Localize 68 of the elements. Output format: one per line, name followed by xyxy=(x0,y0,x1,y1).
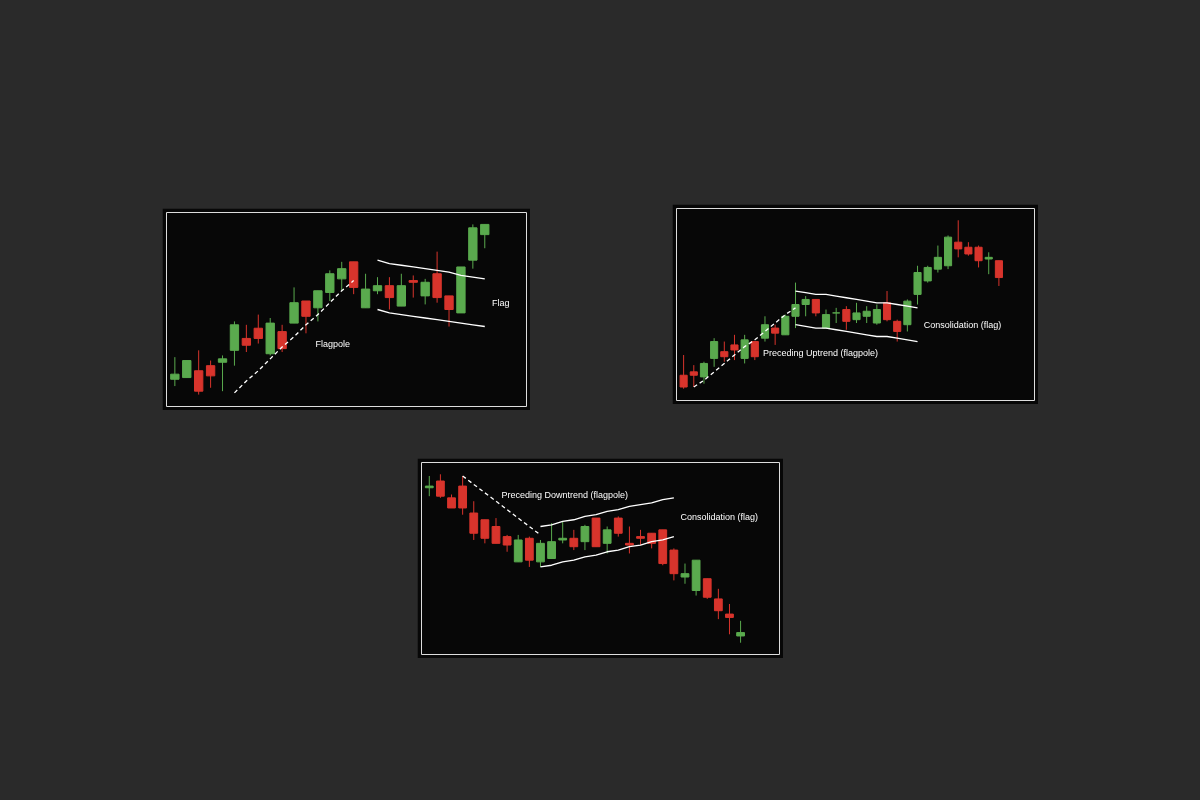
candlestick xyxy=(536,539,545,568)
candlestick xyxy=(360,273,371,309)
candlestick xyxy=(750,341,759,361)
candlestick xyxy=(491,517,501,544)
candlestick xyxy=(241,324,252,353)
candlestick xyxy=(513,534,523,563)
candlestick xyxy=(469,500,479,541)
candlestick xyxy=(337,261,347,292)
candlestick xyxy=(420,278,430,305)
candlestick xyxy=(710,337,719,368)
candlestick xyxy=(994,260,1003,287)
candlestick xyxy=(205,360,216,389)
candlestick xyxy=(325,269,335,302)
candlestick xyxy=(602,526,612,554)
candlestick xyxy=(720,341,729,363)
candlestick xyxy=(217,354,228,392)
candlestick xyxy=(872,304,881,326)
candlestick xyxy=(760,315,770,343)
annotation: Consolidation (flag) xyxy=(680,512,759,523)
candlestick xyxy=(424,475,434,497)
candlestick xyxy=(289,286,299,324)
candlestick xyxy=(679,354,688,390)
annotation: Preceding Uptrend (flagpole) xyxy=(762,348,879,359)
candlestick xyxy=(384,276,395,310)
candlestick xyxy=(396,273,407,307)
candlestick xyxy=(170,356,180,387)
candlestick xyxy=(702,578,712,600)
candlestick xyxy=(524,536,534,568)
candlestick xyxy=(913,265,922,305)
candlestick xyxy=(740,334,749,364)
candlestick xyxy=(680,563,690,585)
candlestick xyxy=(725,603,734,635)
candlestick xyxy=(432,251,442,304)
candlestick xyxy=(669,547,679,581)
candlestick xyxy=(569,529,579,551)
candlestick xyxy=(436,473,445,499)
annotation: Flagpole xyxy=(315,338,351,349)
candlestick xyxy=(689,364,698,388)
candlestick xyxy=(613,515,623,538)
candlestick xyxy=(558,520,568,544)
candlestick xyxy=(313,290,323,322)
candlestick xyxy=(547,522,556,559)
candlestick xyxy=(954,219,963,258)
candlestick xyxy=(882,290,892,322)
candlestick xyxy=(444,295,454,328)
annotation: Consolidation (flag) xyxy=(923,319,1002,330)
candlestick xyxy=(301,300,311,334)
candlestick xyxy=(480,223,490,249)
candlestick xyxy=(903,298,912,332)
candlestick xyxy=(277,324,287,353)
candlestick xyxy=(480,519,490,544)
candlestick xyxy=(625,526,634,554)
candlestick xyxy=(580,524,590,551)
candlestick xyxy=(736,620,745,644)
candlestick xyxy=(771,324,780,346)
candlestick xyxy=(842,305,851,331)
candlestick xyxy=(408,274,418,299)
candlestick xyxy=(893,319,902,343)
candlestick xyxy=(194,349,204,396)
candlestick xyxy=(730,334,739,361)
candlestick xyxy=(458,475,468,516)
candlestick xyxy=(713,588,723,620)
candlestick xyxy=(699,361,709,385)
candlestick xyxy=(933,245,942,273)
text: Flag xyxy=(491,297,510,308)
annotation: Preceding Downtrend (flagpole) xyxy=(501,489,629,500)
candlestick xyxy=(253,314,263,345)
candlestick xyxy=(984,251,993,275)
